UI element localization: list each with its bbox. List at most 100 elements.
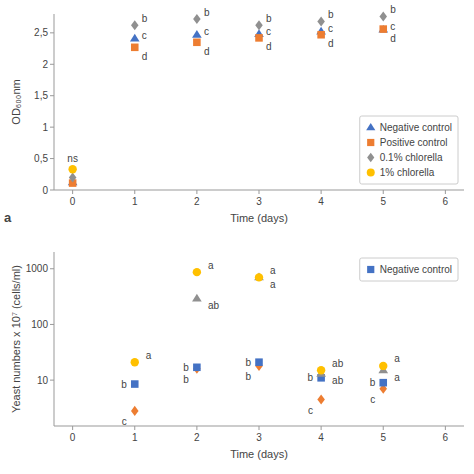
point <box>130 34 140 42</box>
point-label: a <box>270 265 276 276</box>
point <box>317 31 325 39</box>
point <box>317 17 325 27</box>
point-label: b <box>245 357 251 368</box>
point <box>255 358 263 366</box>
x-tick-label: 1 <box>132 196 138 207</box>
marks <box>131 268 389 416</box>
point <box>131 406 139 416</box>
point-label: d <box>266 41 272 52</box>
point-label: b <box>245 371 251 382</box>
x-axis-label: Time (days) <box>230 448 288 460</box>
point-label: b <box>121 379 127 390</box>
point-label: ab <box>332 375 344 386</box>
legend-frame <box>360 258 458 281</box>
point-label: ab <box>332 358 344 369</box>
x-tick <box>134 426 135 430</box>
point <box>255 273 263 281</box>
x-tick-label: 2 <box>194 196 200 207</box>
y-axis-label: OD₆₀₀nm <box>10 79 22 124</box>
x-tick-label: 1 <box>132 432 138 443</box>
x-axis-label: Time (days) <box>230 212 288 224</box>
x-tick <box>321 426 322 430</box>
point-label: b <box>204 7 210 18</box>
x-tick <box>72 426 73 430</box>
x-tick <box>196 190 197 194</box>
point-label: c <box>266 26 271 37</box>
point <box>317 394 325 404</box>
point-label: c <box>122 416 127 427</box>
point <box>255 34 263 42</box>
point <box>378 25 388 33</box>
point <box>317 366 325 374</box>
legend-frame <box>360 116 458 184</box>
y-tick <box>50 64 54 65</box>
panel-label: a <box>4 210 12 225</box>
y-tick <box>50 95 54 96</box>
panel: 012345600,511,522,5Time (days)OD₆₀₀nmccc… <box>4 4 464 225</box>
point-label: c <box>142 30 147 41</box>
point-label: b <box>183 374 189 385</box>
point-label: b <box>390 4 396 15</box>
y-tick <box>50 158 54 159</box>
point-label: b <box>266 13 272 24</box>
chart: 012345600,511,522,5Time (days)OD₆₀₀nmccc… <box>0 0 474 474</box>
annotation: ns <box>67 153 78 164</box>
x-tick-label: 6 <box>443 432 449 443</box>
panel: 0123456101001000Time (days)Yeast numbers… <box>10 252 464 460</box>
legend-marker <box>367 139 374 146</box>
y-tick <box>50 324 54 325</box>
point-labels: cbbccbbbbbabaabaaaaaba <box>121 260 400 428</box>
point-label: d <box>142 51 148 62</box>
x-tick <box>259 190 260 194</box>
x-tick-label: 0 <box>70 196 76 207</box>
point <box>193 268 201 276</box>
y-tick <box>50 190 54 191</box>
point-label: c <box>390 21 395 32</box>
point-label: a <box>270 279 276 290</box>
legend-marker <box>367 169 375 177</box>
x-tick <box>196 426 197 430</box>
point-label: c <box>328 23 333 34</box>
point-label: b <box>328 9 334 20</box>
y-tick-label: 100 <box>31 319 48 330</box>
legend: Negative controlPositive control0.1% chl… <box>360 116 458 184</box>
y-axis-label: Yeast numbers x 10⁷ (cells/ml) <box>10 265 22 413</box>
legend-label: 1% chlorella <box>380 167 435 178</box>
y-tick <box>50 32 54 33</box>
point <box>131 20 139 30</box>
x-tick-label: 3 <box>256 432 262 443</box>
x-tick-label: 2 <box>194 432 200 443</box>
point <box>69 172 77 182</box>
x-tick <box>383 426 384 430</box>
x-tick-label: 4 <box>318 432 324 443</box>
point-label: d <box>204 46 210 57</box>
point-label: b <box>370 377 376 388</box>
x-tick <box>445 426 446 430</box>
point <box>255 20 263 30</box>
legend-marker <box>367 153 374 163</box>
point <box>131 380 139 388</box>
point-labels: cccccdddddbbbbb <box>142 4 396 62</box>
x-tick <box>445 190 446 194</box>
y-tick <box>50 380 54 381</box>
point <box>131 44 139 52</box>
x-tick <box>72 190 73 194</box>
legend-label: Positive control <box>380 137 448 148</box>
point-label: a <box>208 260 214 271</box>
x-tick-label: 0 <box>70 432 76 443</box>
y-tick-label: 0 <box>42 185 48 196</box>
x-tick-label: 3 <box>256 196 262 207</box>
x-tick <box>321 190 322 194</box>
point-label: d <box>328 38 334 49</box>
x-tick-label: 4 <box>318 196 324 207</box>
y-tick-label: 1,5 <box>34 90 48 101</box>
point <box>131 358 139 366</box>
point <box>192 294 202 302</box>
point-label: c <box>308 405 313 416</box>
point <box>193 39 201 47</box>
legend-label: 0.1% chlorella <box>380 152 443 163</box>
point <box>379 362 387 370</box>
y-tick <box>50 127 54 128</box>
y-tick-label: 2 <box>42 59 48 70</box>
point <box>68 165 76 173</box>
